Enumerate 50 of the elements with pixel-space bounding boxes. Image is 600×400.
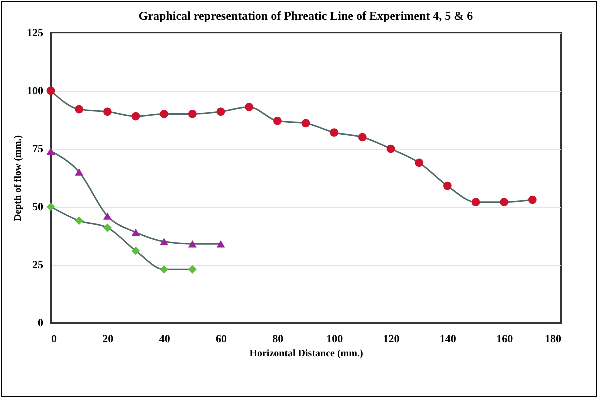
- point: [75, 168, 84, 176]
- y-tick-label: 75: [32, 144, 44, 156]
- point: [103, 224, 112, 232]
- y-axis-title: Depth of flow (mm.): [13, 135, 24, 222]
- x-tick-label: 160: [496, 334, 514, 346]
- y-tick-label: 100: [27, 86, 44, 98]
- y-tick-label: 0: [38, 318, 44, 330]
- x-tick-label: 140: [440, 334, 457, 346]
- point: [500, 198, 509, 207]
- x-tick-label: 100: [326, 334, 344, 346]
- point: [46, 202, 56, 212]
- x-tick-label: 120: [383, 334, 400, 346]
- point: [216, 108, 226, 116]
- y-tick-label: 50: [32, 202, 44, 214]
- point: [132, 228, 140, 236]
- x-tick-label: 60: [216, 334, 228, 346]
- point: [443, 182, 452, 190]
- point: [188, 110, 197, 118]
- point: [160, 238, 169, 246]
- y-tick-label: 125: [27, 28, 44, 40]
- point: [273, 116, 282, 126]
- point: [160, 265, 169, 274]
- y-tick-label: 25: [32, 260, 44, 272]
- point: [330, 128, 339, 137]
- point: [245, 103, 254, 112]
- x-tick-label: 80: [272, 334, 284, 346]
- x-tick-label: 40: [159, 334, 171, 346]
- point: [358, 133, 367, 142]
- point: [103, 212, 112, 220]
- point: [302, 119, 310, 128]
- point: [46, 148, 56, 155]
- point: [216, 240, 226, 248]
- point: [472, 198, 480, 207]
- x-axis-title: Horizontal Distance (mm.): [250, 348, 364, 360]
- point: [188, 240, 197, 248]
- x-tick-label: 20: [102, 334, 114, 346]
- point: [188, 265, 197, 274]
- point: [132, 246, 140, 256]
- chart-title: Graphical representation of Phreatic Line of Experiment 4, 5 & 6: [138, 9, 474, 23]
- point: [160, 110, 169, 118]
- point: [528, 196, 537, 204]
- x-tick-label: 0: [52, 334, 58, 346]
- point: [46, 86, 56, 96]
- point: [75, 216, 84, 226]
- point: [415, 158, 424, 168]
- point: [132, 112, 140, 121]
- point: [103, 108, 112, 116]
- x-tick-label: 180: [545, 334, 562, 346]
- point: [75, 105, 84, 114]
- point: [386, 144, 396, 154]
